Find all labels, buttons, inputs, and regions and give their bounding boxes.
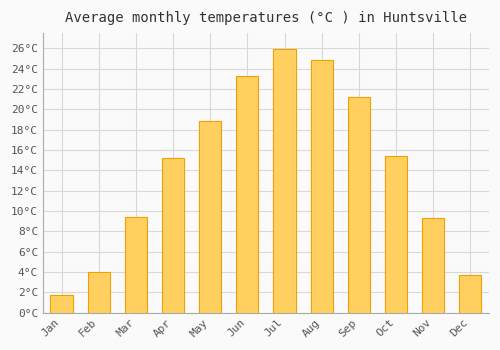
Bar	[274, 49, 295, 313]
Bar	[199, 121, 222, 313]
Bar	[422, 218, 444, 313]
Bar	[459, 275, 481, 313]
Bar	[310, 60, 333, 313]
Bar	[162, 158, 184, 313]
Bar	[50, 295, 72, 313]
Bar	[385, 156, 407, 313]
Bar	[124, 217, 147, 313]
Bar	[236, 76, 258, 313]
Bar	[348, 97, 370, 313]
Title: Average monthly temperatures (°C ) in Huntsville: Average monthly temperatures (°C ) in Hu…	[65, 11, 467, 25]
Bar	[88, 272, 110, 313]
